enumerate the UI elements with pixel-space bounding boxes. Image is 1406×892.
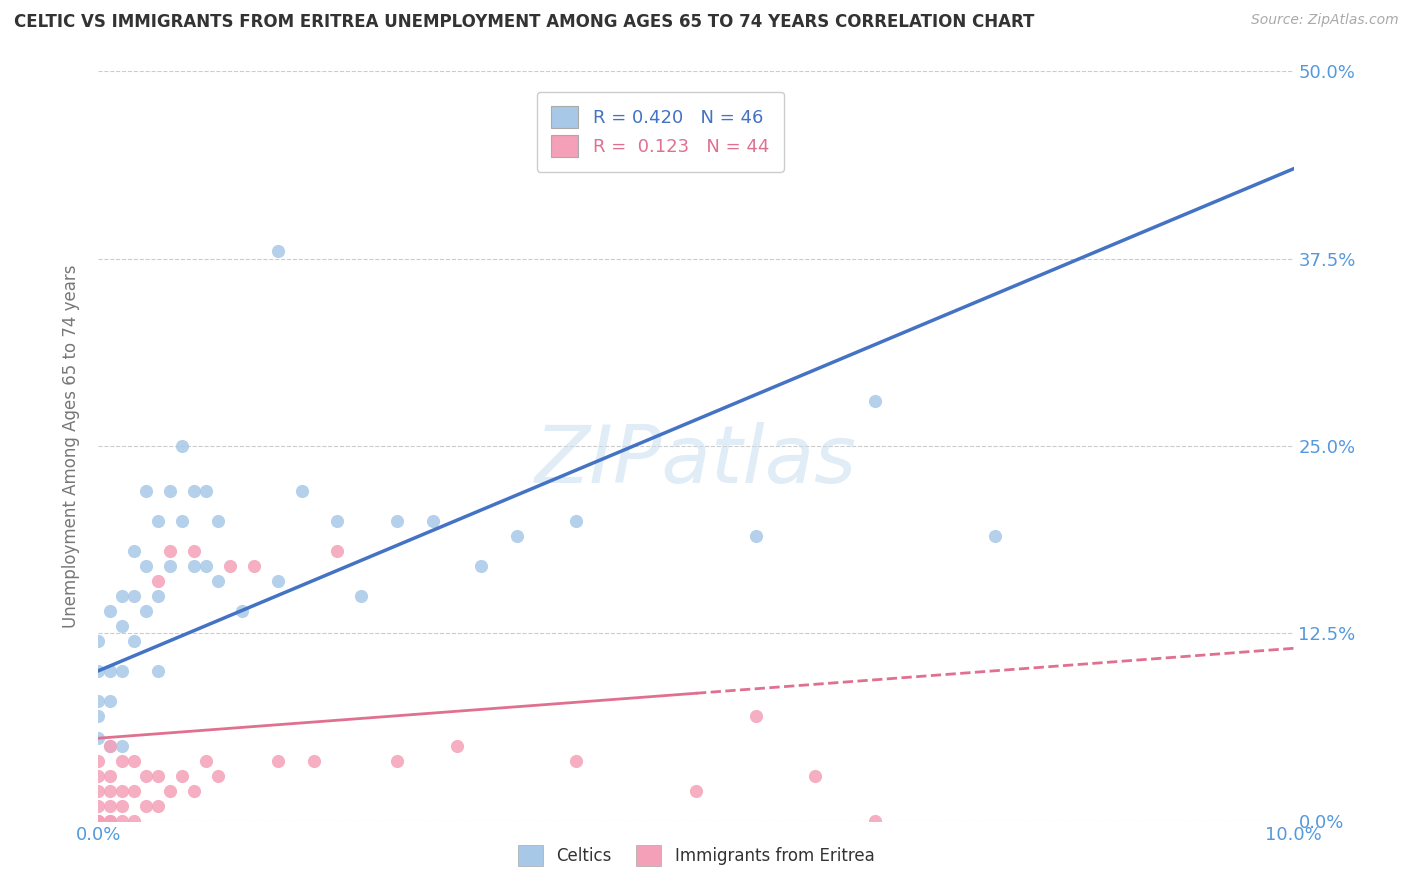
Point bbox=[267, 754, 290, 768]
Point bbox=[565, 514, 588, 528]
Point bbox=[98, 664, 122, 678]
Point bbox=[865, 814, 887, 828]
Point bbox=[350, 589, 373, 603]
Point bbox=[385, 514, 409, 528]
Point bbox=[87, 731, 110, 746]
Y-axis label: Unemployment Among Ages 65 to 74 years: Unemployment Among Ages 65 to 74 years bbox=[62, 264, 80, 628]
Point bbox=[98, 694, 122, 708]
Point bbox=[195, 483, 218, 498]
Point bbox=[159, 544, 181, 558]
Point bbox=[87, 633, 110, 648]
Point bbox=[135, 769, 157, 783]
Point bbox=[302, 754, 325, 768]
Point bbox=[865, 394, 887, 409]
Point bbox=[326, 514, 349, 528]
Point bbox=[422, 514, 444, 528]
Point bbox=[470, 558, 492, 573]
Point bbox=[98, 739, 122, 753]
Point bbox=[98, 814, 122, 828]
Point bbox=[148, 574, 170, 588]
Point bbox=[87, 814, 110, 828]
Point bbox=[124, 633, 146, 648]
Point bbox=[326, 544, 349, 558]
Point bbox=[148, 589, 170, 603]
Point bbox=[159, 783, 181, 797]
Point bbox=[98, 604, 122, 618]
Point bbox=[745, 708, 768, 723]
Point bbox=[183, 558, 205, 573]
Point bbox=[267, 574, 290, 588]
Point bbox=[111, 798, 134, 813]
Point bbox=[87, 694, 110, 708]
Point bbox=[148, 798, 170, 813]
Point bbox=[98, 798, 122, 813]
Point bbox=[87, 798, 110, 813]
Point bbox=[745, 529, 768, 543]
Point bbox=[148, 664, 170, 678]
Point bbox=[111, 739, 134, 753]
Point bbox=[111, 754, 134, 768]
Point bbox=[385, 754, 409, 768]
Point bbox=[111, 619, 134, 633]
Point bbox=[124, 814, 146, 828]
Point bbox=[98, 814, 122, 828]
Point bbox=[207, 769, 229, 783]
Point bbox=[984, 529, 1007, 543]
Text: ZIPatlas: ZIPatlas bbox=[534, 422, 858, 500]
Point bbox=[135, 483, 157, 498]
Point bbox=[124, 589, 146, 603]
Point bbox=[685, 783, 707, 797]
Point bbox=[172, 514, 194, 528]
Point bbox=[565, 754, 588, 768]
Point bbox=[267, 244, 290, 259]
Point bbox=[207, 514, 229, 528]
Text: Source: ZipAtlas.com: Source: ZipAtlas.com bbox=[1251, 13, 1399, 28]
Point bbox=[124, 544, 146, 558]
Point bbox=[446, 739, 468, 753]
Point bbox=[87, 783, 110, 797]
Point bbox=[183, 783, 205, 797]
Point bbox=[87, 664, 110, 678]
Point bbox=[111, 783, 134, 797]
Point bbox=[87, 708, 110, 723]
Point bbox=[135, 604, 157, 618]
Point bbox=[159, 558, 181, 573]
Point bbox=[111, 814, 134, 828]
Legend: Celtics, Immigrants from Eritrea: Celtics, Immigrants from Eritrea bbox=[510, 838, 882, 872]
Point bbox=[183, 483, 205, 498]
Point bbox=[183, 544, 205, 558]
Point bbox=[243, 558, 266, 573]
Point bbox=[124, 754, 146, 768]
Point bbox=[195, 558, 218, 573]
Point bbox=[98, 783, 122, 797]
Point bbox=[87, 814, 110, 828]
Point bbox=[231, 604, 253, 618]
Point bbox=[219, 558, 242, 573]
Point bbox=[195, 754, 218, 768]
Point bbox=[124, 783, 146, 797]
Point bbox=[148, 514, 170, 528]
Point bbox=[87, 769, 110, 783]
Point bbox=[87, 814, 110, 828]
Point bbox=[291, 483, 314, 498]
Point bbox=[111, 589, 134, 603]
Point bbox=[135, 558, 157, 573]
Point bbox=[98, 769, 122, 783]
Point bbox=[111, 664, 134, 678]
Point bbox=[172, 769, 194, 783]
Point bbox=[148, 769, 170, 783]
Point bbox=[98, 739, 122, 753]
Point bbox=[159, 483, 181, 498]
Point bbox=[506, 529, 529, 543]
Point bbox=[207, 574, 229, 588]
Point bbox=[804, 769, 827, 783]
Text: CELTIC VS IMMIGRANTS FROM ERITREA UNEMPLOYMENT AMONG AGES 65 TO 74 YEARS CORRELA: CELTIC VS IMMIGRANTS FROM ERITREA UNEMPL… bbox=[14, 13, 1035, 31]
Point bbox=[135, 798, 157, 813]
Point bbox=[172, 439, 194, 453]
Point bbox=[87, 754, 110, 768]
